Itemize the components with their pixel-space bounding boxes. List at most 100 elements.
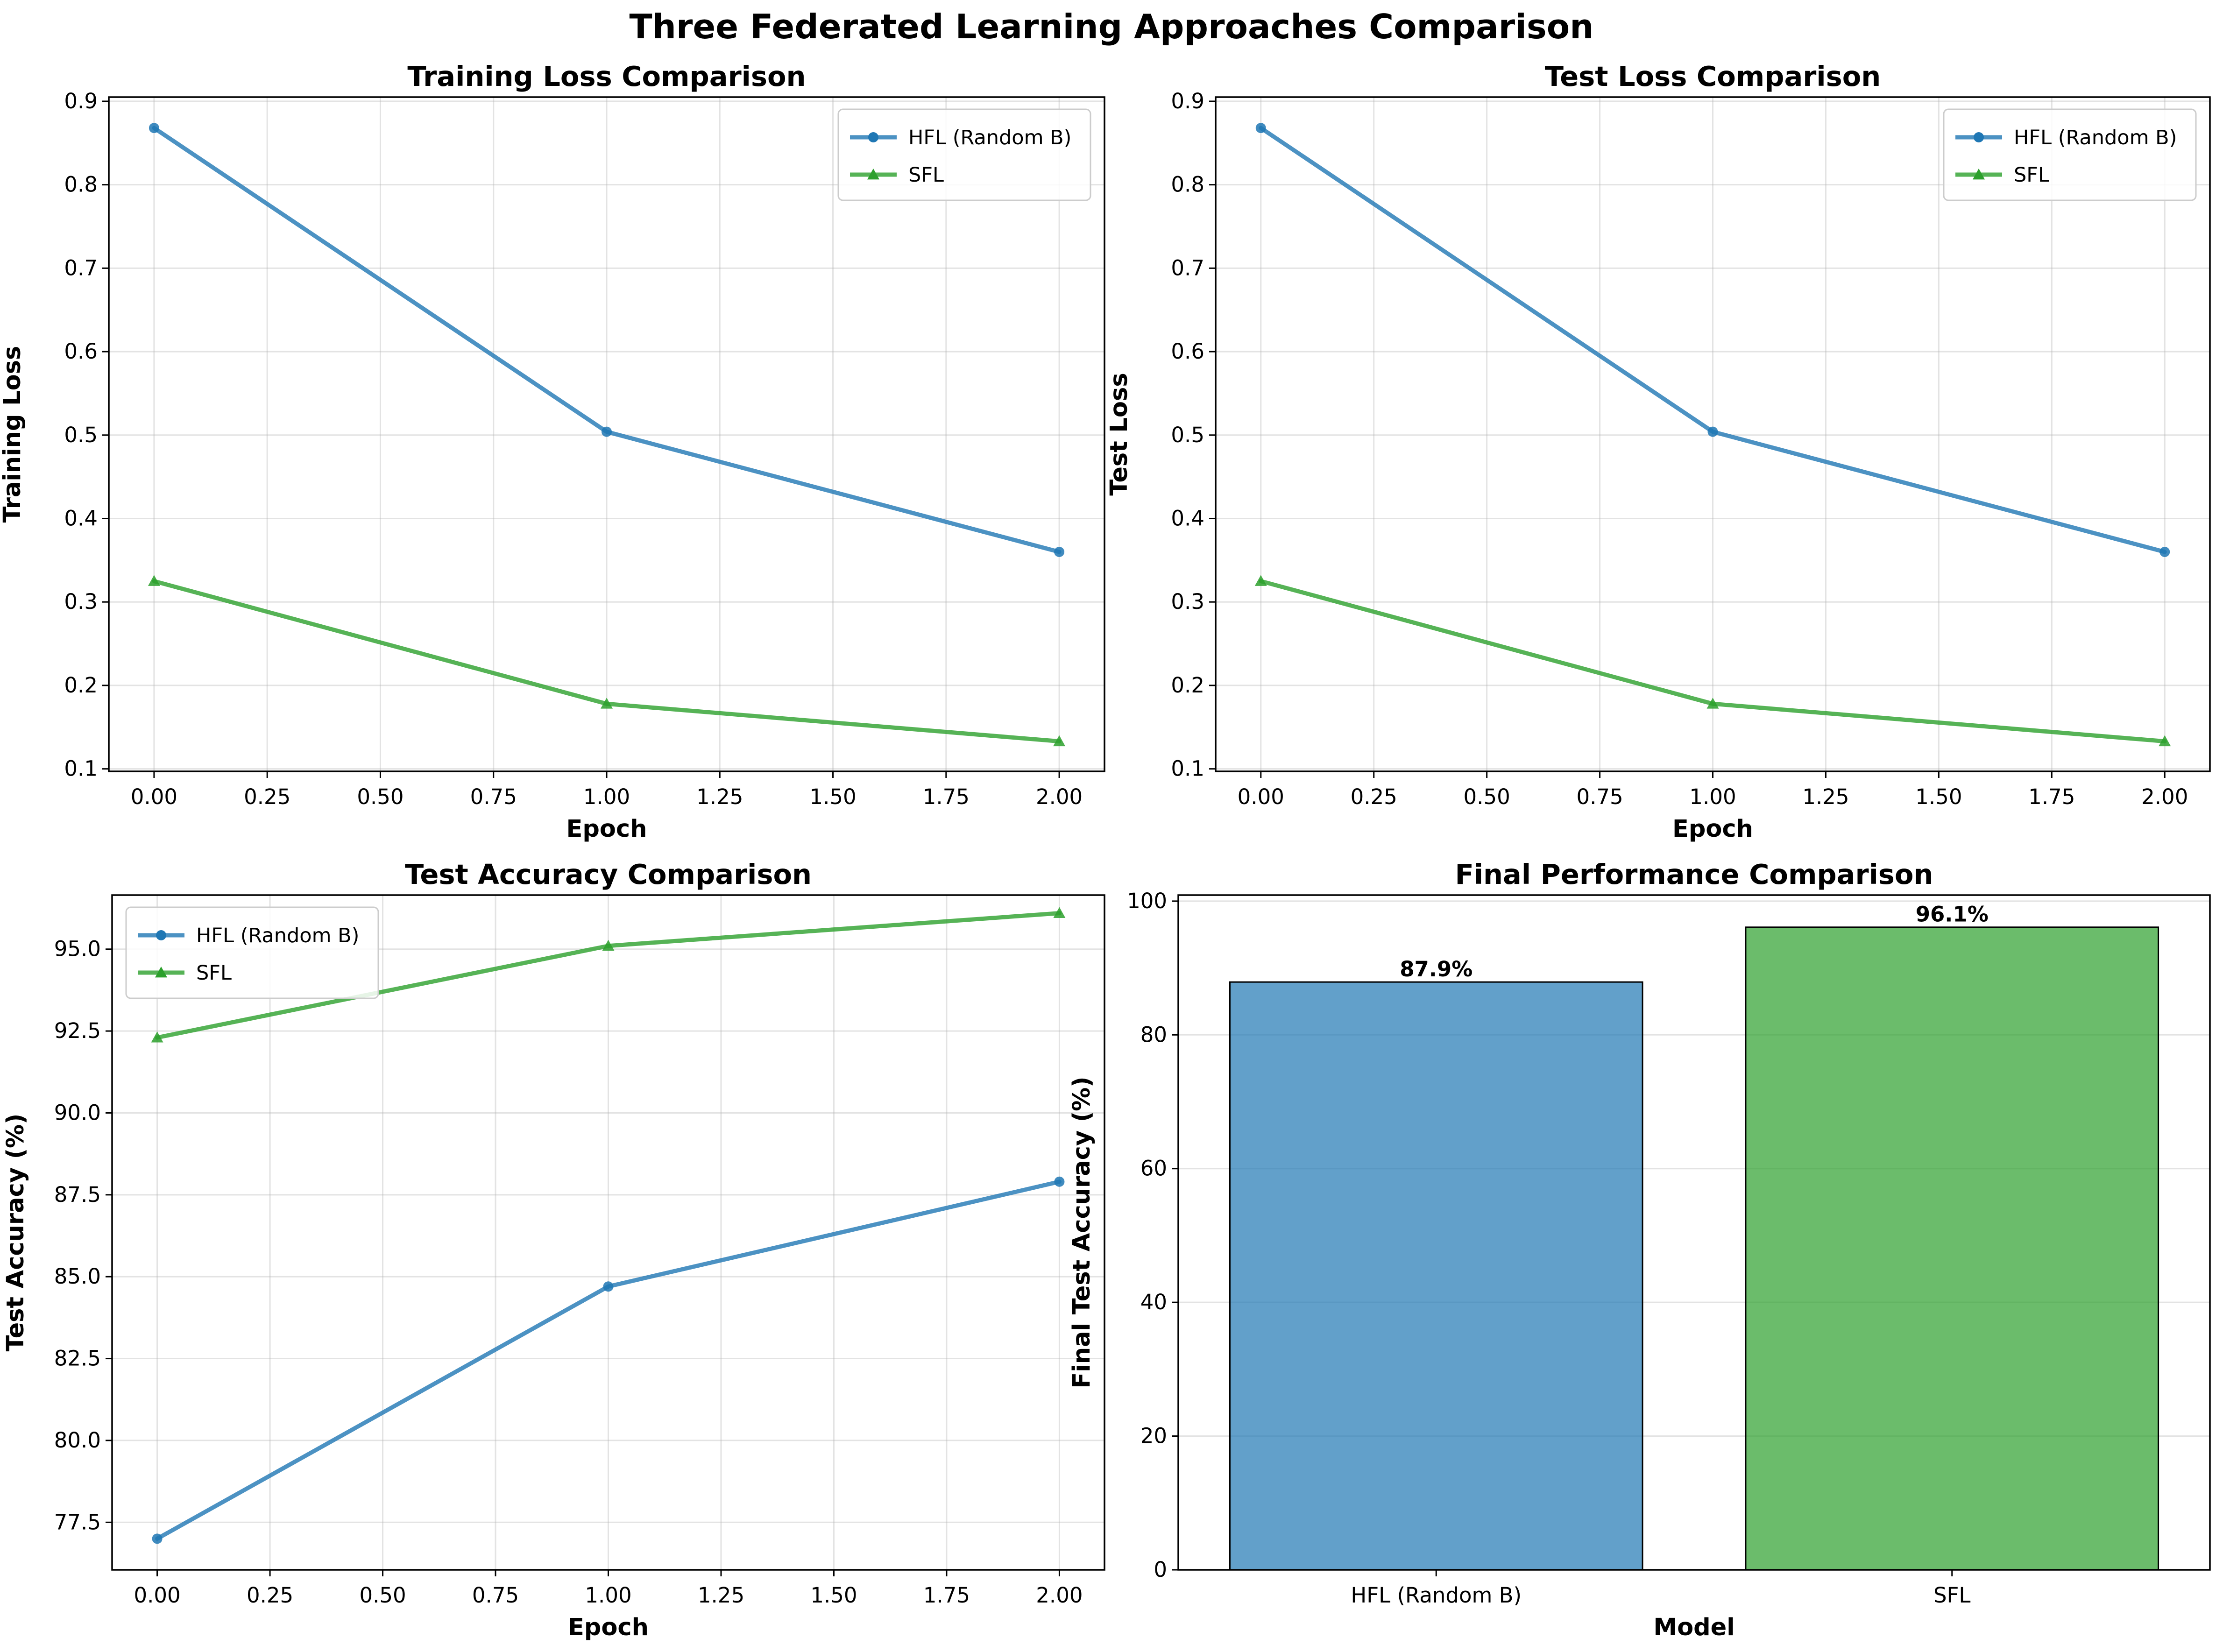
x-tick-label: 1.50 bbox=[810, 1583, 857, 1608]
bar-value-label: 87.9% bbox=[1400, 957, 1473, 981]
y-tick-label: 92.5 bbox=[54, 1018, 101, 1043]
data-point-triangle bbox=[1254, 575, 1267, 586]
y-tick-label: 85.0 bbox=[54, 1264, 101, 1289]
y-axis-label: Final Test Accuracy (%) bbox=[1068, 1076, 1096, 1388]
chart-title: Final Performance Comparison bbox=[1455, 858, 1933, 890]
chart-panel-3: Test Accuracy Comparison 77.5 80.0 82.5 85.0… bbox=[2, 858, 1105, 1641]
x-tick-label: 1.25 bbox=[696, 784, 743, 809]
y-tick-label: 80 bbox=[1140, 1022, 1167, 1047]
chart-panel-2: Test Loss Comparison 0.1 0.2 0.3 0.4 0.5 0.6 0.… bbox=[1105, 60, 2211, 843]
y-tick-label: 90.0 bbox=[54, 1100, 101, 1125]
x-tick-label: 1.00 bbox=[585, 1583, 631, 1608]
chart-panel-4: Final Performance Comparison 0 20 40 60 80 100… bbox=[1068, 858, 2211, 1641]
y-tick-label: 0.6 bbox=[1171, 339, 1204, 364]
y-tick-label: 0 bbox=[1154, 1557, 1167, 1582]
x-tick-label: 1.00 bbox=[583, 784, 630, 809]
y-tick-label: 0.4 bbox=[64, 506, 98, 531]
y-tick-label: 0.9 bbox=[64, 89, 98, 113]
y-tick-label: 0.8 bbox=[1171, 172, 1204, 197]
x-tick-label: 0.75 bbox=[470, 784, 517, 809]
chart-title: Test Accuracy Comparison bbox=[405, 858, 812, 890]
figure-title: Three Federated Learning Approaches Comp… bbox=[630, 7, 1594, 46]
legend: HFL (Random B) SFL bbox=[125, 906, 379, 999]
data-point-circle bbox=[1054, 1176, 1065, 1187]
y-tick-label: 0.4 bbox=[1171, 506, 1204, 531]
y-axis-label: Test Loss bbox=[1105, 373, 1133, 495]
data-point-triangle bbox=[601, 698, 613, 709]
bar bbox=[1745, 926, 2159, 1571]
y-tick-label: 60 bbox=[1140, 1156, 1167, 1181]
x-tick-label: 1.75 bbox=[923, 1583, 970, 1608]
legend-frame bbox=[837, 108, 1091, 201]
legend-label: HFL (Random B) bbox=[2014, 126, 2177, 149]
x-tick-label: 0.00 bbox=[131, 784, 177, 809]
x-tick-label: 0.25 bbox=[1351, 784, 1397, 809]
x-tick-label: 0.50 bbox=[1464, 784, 1510, 809]
legend: HFL (Random B) SFL bbox=[1943, 108, 2197, 201]
x-tick-label: 0.25 bbox=[247, 1583, 293, 1608]
data-point-triangle bbox=[1053, 907, 1066, 918]
x-tick-label: HFL (Random B) bbox=[1351, 1583, 1522, 1608]
x-tick-label: 0.50 bbox=[357, 784, 404, 809]
y-tick-label: 77.5 bbox=[54, 1510, 101, 1534]
chart-title: Test Loss Comparison bbox=[1545, 60, 1881, 92]
legend-frame bbox=[1943, 108, 2197, 201]
y-tick-label: 0.1 bbox=[1171, 756, 1204, 781]
y-tick-label: 0.3 bbox=[1171, 589, 1204, 614]
data-point-circle bbox=[2159, 546, 2170, 557]
y-tick-label: 87.5 bbox=[54, 1182, 101, 1207]
x-tick-label: 1.25 bbox=[1802, 784, 1849, 809]
legend: HFL (Random B) SFL bbox=[837, 108, 1091, 201]
axes-frame bbox=[1177, 894, 2211, 1571]
data-point-circle bbox=[603, 1281, 614, 1292]
y-tick-label: 0.9 bbox=[1171, 89, 1204, 113]
y-tick-label: 0.5 bbox=[64, 423, 98, 447]
data-point-circle bbox=[1255, 123, 1266, 134]
x-axis-label: Epoch bbox=[1672, 815, 1753, 843]
x-tick-label: 2.00 bbox=[2141, 784, 2188, 809]
chart-title: Training Loss Comparison bbox=[407, 60, 806, 92]
y-tick-label: 0.2 bbox=[64, 673, 98, 698]
y-tick-label: 0.7 bbox=[64, 255, 98, 280]
data-point-triangle bbox=[151, 1031, 163, 1043]
legend-marker-triangle bbox=[867, 169, 879, 180]
y-tick-label: 0.5 bbox=[1171, 423, 1204, 447]
x-tick-label: 1.75 bbox=[923, 784, 970, 809]
legend-label: SFL bbox=[908, 163, 944, 187]
data-point-circle bbox=[152, 1533, 163, 1544]
y-tick-label: 0.3 bbox=[64, 589, 98, 614]
data-point-circle bbox=[602, 426, 612, 437]
legend-frame bbox=[125, 906, 379, 999]
legend-marker-circle bbox=[1974, 132, 1984, 142]
legend-marker-triangle bbox=[155, 967, 167, 978]
y-tick-label: 0.2 bbox=[1171, 673, 1204, 698]
y-tick-label: 0.7 bbox=[1171, 255, 1204, 280]
x-axis-label: Epoch bbox=[566, 815, 647, 843]
y-tick-label: 100 bbox=[1127, 889, 1167, 913]
y-tick-label: 20 bbox=[1140, 1424, 1167, 1448]
y-tick-label: 82.5 bbox=[54, 1346, 101, 1371]
y-axis-label: Training Loss bbox=[0, 346, 26, 523]
y-tick-label: 95.0 bbox=[54, 937, 101, 961]
x-tick-label: 0.00 bbox=[1238, 784, 1284, 809]
y-tick-label: 0.1 bbox=[64, 756, 98, 781]
x-tick-label: 0.00 bbox=[134, 1583, 180, 1608]
y-tick-label: 0.8 bbox=[64, 172, 98, 197]
legend-label: SFL bbox=[2014, 163, 2049, 187]
axes-frame bbox=[111, 894, 1105, 1571]
y-tick-label: 80.0 bbox=[54, 1428, 101, 1453]
x-tick-label: 2.00 bbox=[1036, 1583, 1083, 1608]
x-tick-label: 1.50 bbox=[809, 784, 856, 809]
x-tick-label: 0.75 bbox=[1576, 784, 1623, 809]
data-point-triangle bbox=[2159, 735, 2171, 747]
data-point-triangle bbox=[1706, 698, 1719, 709]
axes-frame bbox=[108, 96, 1105, 772]
x-tick-label: 2.00 bbox=[1036, 784, 1083, 809]
legend-label: HFL (Random B) bbox=[196, 924, 359, 947]
x-axis-label: Model bbox=[1653, 1614, 1735, 1641]
x-tick-label: 0.50 bbox=[359, 1583, 406, 1608]
bar-value-label: 96.1% bbox=[1916, 902, 1989, 927]
x-tick-label: 1.00 bbox=[1689, 784, 1736, 809]
x-tick-label: 1.25 bbox=[698, 1583, 744, 1608]
